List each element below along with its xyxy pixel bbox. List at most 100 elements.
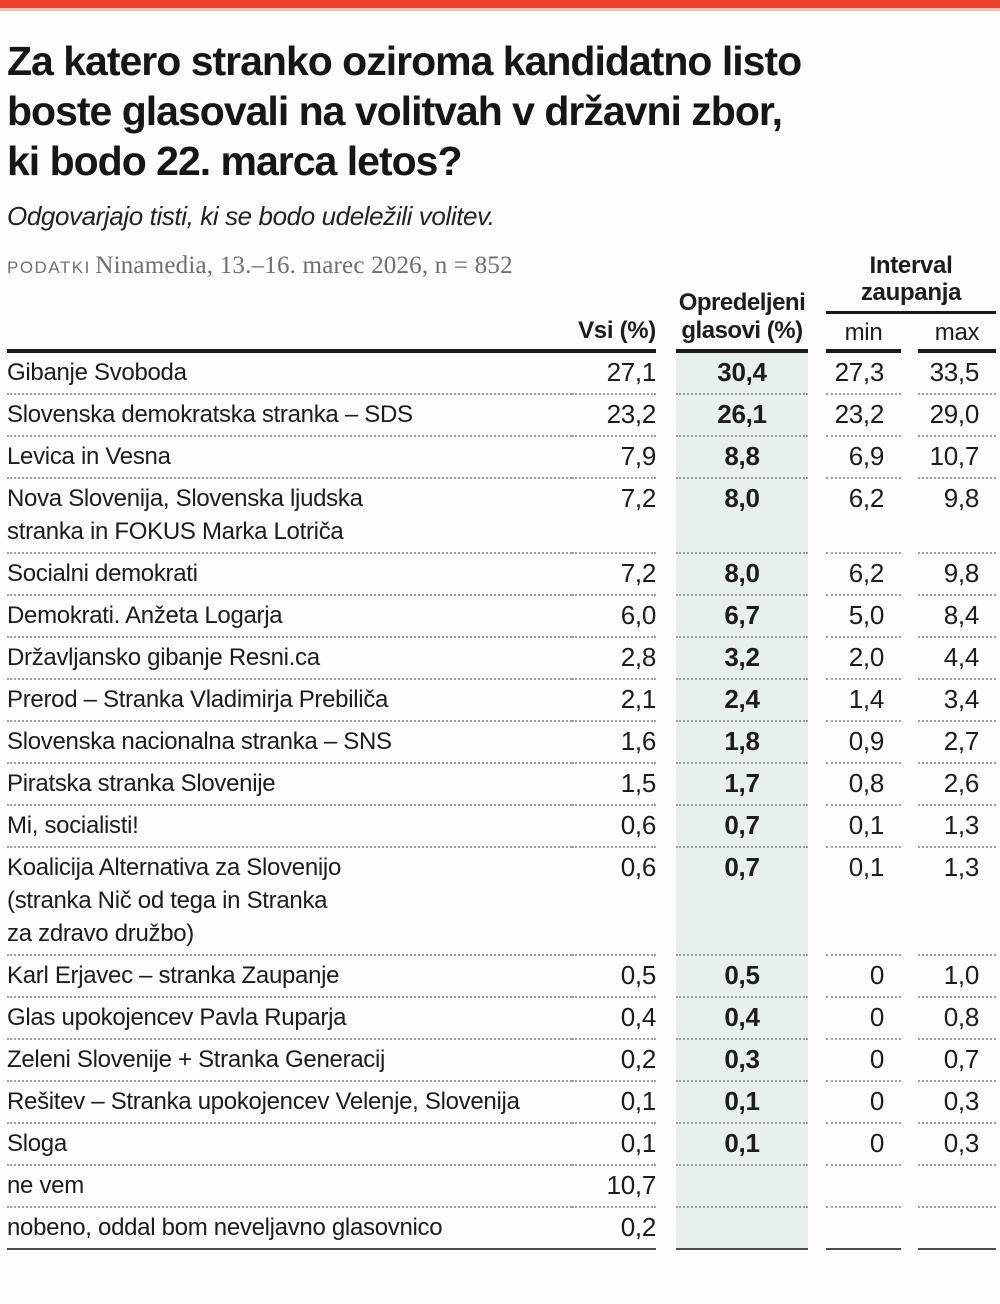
opredeljeni-value: 8,8 <box>676 437 808 479</box>
column-gap <box>901 554 918 596</box>
column-gap <box>901 596 918 638</box>
column-gap <box>656 764 676 806</box>
column-gap <box>808 956 826 998</box>
poll-infographic: Za katero stranko oziroma kandidatno lis… <box>0 0 1000 1250</box>
table-row: Nova Slovenija, Slovenska ljudska strank… <box>7 479 996 554</box>
opredeljeni-value: 0,7 <box>676 848 808 956</box>
interval-max-value: 1,3 <box>918 806 996 848</box>
column-gap <box>901 353 918 395</box>
column-gap <box>808 479 826 554</box>
interval-min-value: 27,3 <box>826 353 901 395</box>
column-gap <box>656 1040 676 1082</box>
table-row: Socialni demokrati 7,2 8,0 6,2 9,8 <box>7 554 996 596</box>
vsi-value: 6,0 <box>572 596 656 638</box>
column-gap <box>901 1082 918 1124</box>
opredeljeni-value: 0,4 <box>676 998 808 1040</box>
column-gap <box>656 353 676 395</box>
vsi-value: 0,4 <box>572 998 656 1040</box>
interval-max-value: 1,0 <box>918 956 996 998</box>
table-row: Rešitev – Stranka upokojencev Velenje, S… <box>7 1082 996 1124</box>
party-name: Demokrati. Anžeta Logarja <box>7 596 572 638</box>
column-gap <box>656 998 676 1040</box>
table-row: Gibanje Svoboda 27,1 30,4 27,3 33,5 <box>7 353 996 395</box>
vsi-value: 1,5 <box>572 764 656 806</box>
source-text: Ninamedia, 13.–16. marec 2026, n = 852 <box>95 252 513 279</box>
interval-min-value: 0 <box>826 998 901 1040</box>
party-name: Slovenska demokratska stranka – SDS <box>7 395 572 437</box>
column-gap <box>901 806 918 848</box>
interval-min-value: 0 <box>826 1124 901 1166</box>
vsi-value: 7,9 <box>572 437 656 479</box>
column-gap <box>808 848 826 956</box>
party-name: Glas upokojencev Pavla Ruparja <box>7 998 572 1040</box>
vsi-value: 10,7 <box>572 1166 656 1208</box>
column-gap <box>901 395 918 437</box>
interval-max-value: 29,0 <box>918 395 996 437</box>
party-name: nobeno, oddal bom neveljavno glasovnico <box>7 1208 572 1250</box>
column-gap <box>808 1208 826 1250</box>
party-name: Rešitev – Stranka upokojencev Velenje, S… <box>7 1082 572 1124</box>
column-gap <box>808 596 826 638</box>
column-gap <box>656 596 676 638</box>
opredeljeni-value: 8,0 <box>676 479 808 554</box>
column-gap <box>656 1124 676 1166</box>
interval-max-value <box>918 1166 996 1208</box>
opredeljeni-value: 1,8 <box>676 722 808 764</box>
column-gap <box>901 848 918 956</box>
vsi-value: 0,6 <box>572 806 656 848</box>
column-header-interval: Interval zaupanja <box>826 252 996 314</box>
page-title: Za katero stranko oziroma kandidatno lis… <box>7 38 802 184</box>
interval-min-value: 6,9 <box>826 437 901 479</box>
vsi-value: 0,1 <box>572 1124 656 1166</box>
interval-min-value: 0,9 <box>826 722 901 764</box>
party-name: Karl Erjavec – stranka Zaupanje <box>7 956 572 998</box>
column-header-vsi: Vsi (%) <box>578 317 656 344</box>
interval-max-value: 0,8 <box>918 998 996 1040</box>
vsi-value: 2,8 <box>572 638 656 680</box>
interval-min-value: 0,1 <box>826 806 901 848</box>
table-row: Slovenska nacionalna stranka – SNS 1,6 1… <box>7 722 996 764</box>
interval-min-value <box>826 1166 901 1208</box>
vsi-value: 0,5 <box>572 956 656 998</box>
source-label: PODATKI <box>7 258 91 277</box>
opredeljeni-value <box>676 1166 808 1208</box>
column-gap <box>656 554 676 596</box>
party-name: Levica in Vesna <box>7 437 572 479</box>
interval-min-value: 6,2 <box>826 554 901 596</box>
column-gap <box>808 680 826 722</box>
interval-max-value: 0,3 <box>918 1082 996 1124</box>
column-gap <box>808 764 826 806</box>
interval-max-value: 9,8 <box>918 554 996 596</box>
interval-max-value: 0,7 <box>918 1040 996 1082</box>
vsi-value: 7,2 <box>572 554 656 596</box>
interval-max-value: 2,6 <box>918 764 996 806</box>
opredeljeni-value: 0,1 <box>676 1082 808 1124</box>
column-gap <box>656 437 676 479</box>
interval-min-value: 5,0 <box>826 596 901 638</box>
interval-max-value: 10,7 <box>918 437 996 479</box>
table-row: Zeleni Slovenije + Stranka Generacij 0,2… <box>7 1040 996 1082</box>
table-row: Koalicija Alternativa za Slovenijo (stra… <box>7 848 996 956</box>
subtitle: Odgovarjajo tisti, ki se bodo udeležili … <box>7 201 495 231</box>
opredeljeni-value: 1,7 <box>676 764 808 806</box>
column-gap <box>656 479 676 554</box>
vsi-value: 0,6 <box>572 848 656 956</box>
column-gap <box>808 998 826 1040</box>
interval-max-value: 0,3 <box>918 1124 996 1166</box>
column-gap <box>901 437 918 479</box>
opredeljeni-value: 8,0 <box>676 554 808 596</box>
interval-min-value: 0 <box>826 1040 901 1082</box>
column-gap <box>656 722 676 764</box>
interval-min-value: 0,1 <box>826 848 901 956</box>
column-header-max: max <box>918 314 996 353</box>
content-area: Za katero stranko oziroma kandidatno lis… <box>0 36 1000 1250</box>
column-gap <box>901 722 918 764</box>
column-gap <box>808 1124 826 1166</box>
column-gap <box>656 1082 676 1124</box>
vsi-value: 2,1 <box>572 680 656 722</box>
interval-max-value: 9,8 <box>918 479 996 554</box>
table-body: Gibanje Svoboda 27,1 30,4 27,3 33,5 Slov… <box>7 353 996 1250</box>
interval-min-value: 0,8 <box>826 764 901 806</box>
table-row: Prerod – Stranka Vladimirja Prebiliča 2,… <box>7 680 996 722</box>
vsi-value: 7,2 <box>572 479 656 554</box>
